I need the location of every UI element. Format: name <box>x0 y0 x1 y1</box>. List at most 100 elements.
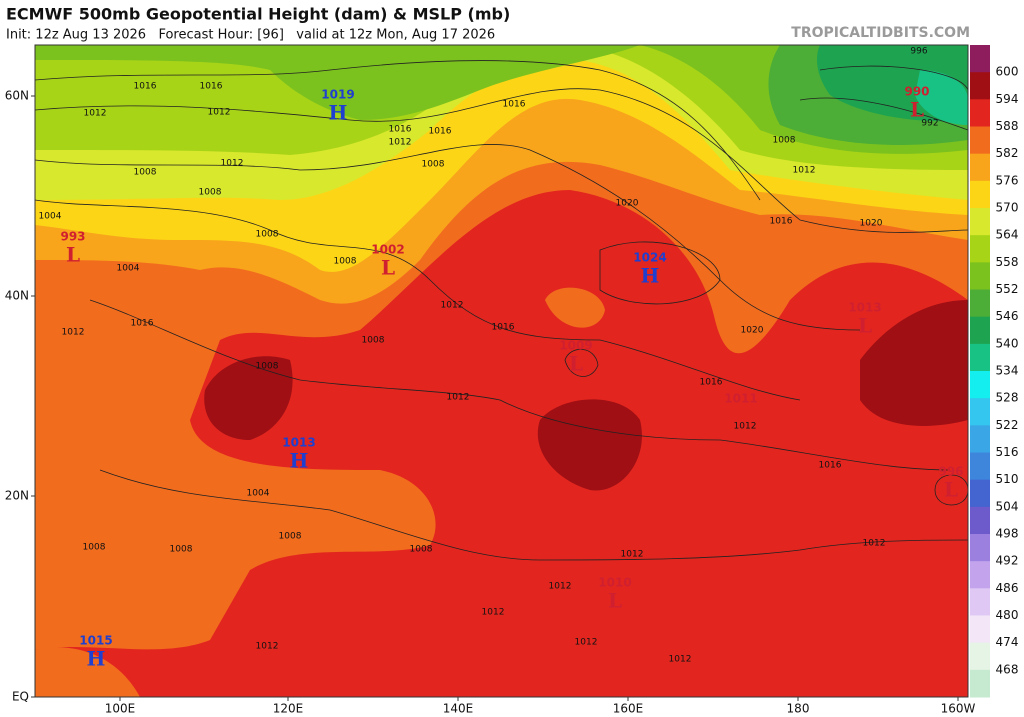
isobar-label: 1012 <box>208 108 231 118</box>
isobar-label: 1016 <box>200 82 223 92</box>
center-value: 1010 <box>598 576 631 590</box>
x-axis-label: 120E <box>273 702 304 716</box>
colorbar-label: 516 <box>996 445 1019 459</box>
map-frame <box>34 44 969 698</box>
colorbar-label: 582 <box>996 146 1019 160</box>
colorbar-cell <box>970 506 990 535</box>
center-value: 1013 <box>848 301 881 315</box>
center-letter: L <box>381 256 395 280</box>
isobar-label: 1012 <box>549 582 572 592</box>
isobar-label: 1016 <box>389 125 412 135</box>
center-value: 996 <box>938 465 963 479</box>
isobar-label: 1012 <box>441 301 464 311</box>
colorbar-label: 492 <box>996 554 1019 568</box>
colorbar-label: 576 <box>996 173 1019 187</box>
isobar-label: 1008 <box>773 136 796 146</box>
isobar-label: 1016 <box>770 217 793 227</box>
isobar-label: 1012 <box>389 138 412 148</box>
center-value: 1024 <box>633 251 666 265</box>
isobar-label: 1012 <box>863 539 886 549</box>
colorbar-label: 564 <box>996 228 1019 242</box>
colorbar-cell <box>970 479 990 508</box>
center-letter: L <box>569 352 583 376</box>
isobar-label: 1016 <box>131 319 154 329</box>
colorbar-cell <box>970 615 990 644</box>
center-value: 1011 <box>724 392 757 406</box>
center-letter: L <box>66 243 80 267</box>
colorbar-label: 510 <box>996 472 1019 486</box>
y-axis-label: 20N <box>5 489 29 503</box>
center-letter: H <box>329 101 348 125</box>
isobar-label: 1012 <box>669 655 692 665</box>
x-axis-label: 160E <box>613 702 644 716</box>
isobar-label: 1008 <box>422 160 445 170</box>
isobar-label: 1008 <box>279 532 302 542</box>
isobar-label: 1020 <box>616 199 639 209</box>
colorbar-label: 552 <box>996 282 1019 296</box>
y-axis-label: 40N <box>5 289 29 303</box>
colorbar-cell <box>970 262 990 290</box>
isobar-label: 1004 <box>117 264 140 274</box>
colorbar-cell <box>970 180 990 209</box>
isobar-label: 1008 <box>362 336 385 346</box>
isobar-label: 996 <box>910 47 927 57</box>
colorbar-cell <box>970 398 990 426</box>
isobar-label: 1012 <box>793 166 816 176</box>
isobar-label: 1012 <box>621 550 644 560</box>
colorbar-cell <box>970 669 990 698</box>
isobar-label: 1016 <box>700 378 723 388</box>
isobar-label: 1016 <box>503 100 526 110</box>
title: ECMWF 500mb Geopotential Height (dam) & … <box>6 5 510 24</box>
center-value: 1015 <box>79 634 112 648</box>
x-axis-label: 140E <box>443 702 474 716</box>
x-axis-label: 180 <box>787 702 810 716</box>
subtitle: Init: 12z Aug 13 2026 Forecast Hour: [96… <box>6 28 495 43</box>
center-value: 993 <box>60 230 85 244</box>
colorbar-cell <box>970 534 990 562</box>
colorbar-label: 570 <box>996 201 1019 215</box>
colorbar-cell <box>970 371 990 399</box>
colorbar-cell <box>970 289 990 318</box>
colorbar-label: 480 <box>996 608 1019 622</box>
y-axis-label: EQ <box>12 690 29 704</box>
isobar-label: 1012 <box>734 422 757 432</box>
y-axis-label: 60N <box>5 89 29 103</box>
colorbar-cell <box>970 642 990 671</box>
isobar-label: 1008 <box>256 230 279 240</box>
x-axis-label: 160W <box>941 702 976 716</box>
colorbar-label: 534 <box>996 364 1019 378</box>
isobar-label: 1008 <box>170 545 193 555</box>
map <box>35 45 968 697</box>
colorbar-label: 594 <box>996 92 1019 106</box>
center-letter: L <box>608 589 622 613</box>
colorbar-cell <box>970 425 990 453</box>
x-axis-label: 100E <box>105 702 136 716</box>
isobar-label: 1012 <box>62 328 85 338</box>
center-letter: H <box>641 264 660 288</box>
isobar-label: 1008 <box>134 168 157 178</box>
center-letter: L <box>944 478 958 502</box>
watermark: TROPICALTIDBITS.COM <box>791 25 970 41</box>
isobar-label: 1012 <box>256 642 279 652</box>
colorbar-label: 474 <box>996 635 1019 649</box>
colorbar-label: 588 <box>996 119 1019 133</box>
isobar-label: 1020 <box>741 326 764 336</box>
colorbar-label: 558 <box>996 255 1019 269</box>
center-value: 1013 <box>282 436 315 450</box>
isobar-label: 1020 <box>860 219 883 229</box>
colorbar-cell <box>970 45 990 73</box>
isobar-label: 992 <box>921 119 938 129</box>
isobar-label: 1008 <box>334 257 357 267</box>
isobar-label: 1004 <box>39 212 62 222</box>
colorbar-label: 468 <box>996 662 1019 676</box>
colorbar-cell <box>970 153 990 182</box>
isobar-label: 1008 <box>256 362 279 372</box>
colorbar-cell <box>970 452 990 481</box>
center-letter: H <box>87 647 106 671</box>
colorbar-cell <box>970 343 990 372</box>
isobar-label: 1016 <box>134 82 157 92</box>
isobar-label: 1012 <box>447 393 470 403</box>
isobar-label: 1008 <box>83 543 106 553</box>
isobar-label: 1012 <box>221 159 244 169</box>
